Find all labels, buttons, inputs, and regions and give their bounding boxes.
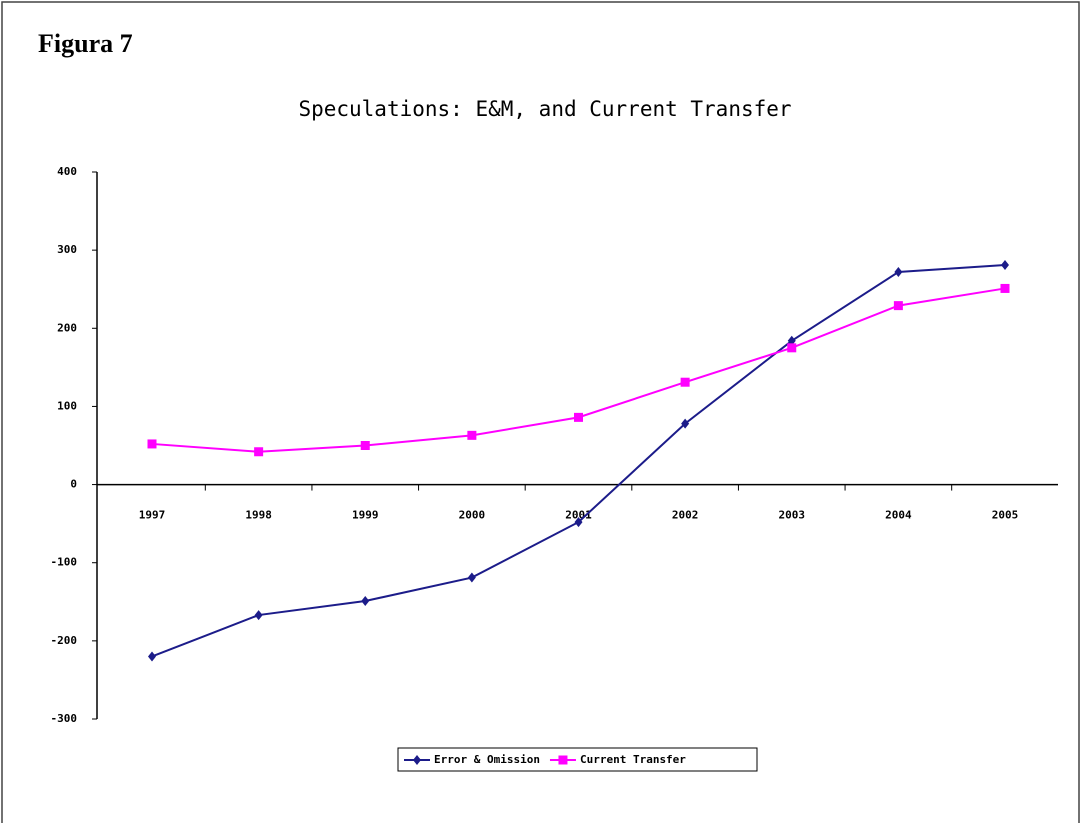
x-tick-label: 1998 (245, 509, 272, 522)
marker (413, 755, 421, 765)
marker (787, 343, 797, 353)
x-tick-label: 2005 (992, 509, 1019, 522)
marker (467, 430, 477, 440)
marker (254, 610, 263, 621)
marker (361, 596, 370, 607)
chart-title: Speculations: E&M, and Current Transfer (298, 97, 791, 121)
legend-box (397, 747, 758, 772)
marker (148, 651, 156, 662)
series-line (151, 263, 1006, 658)
marker (681, 418, 690, 429)
x-tick-label: 2004 (885, 509, 912, 522)
marker (467, 572, 476, 583)
marker (147, 439, 157, 449)
marker (893, 301, 903, 311)
marker (894, 267, 903, 278)
x-tick-label: 2001 (565, 509, 592, 522)
x-tick-label: 1999 (352, 509, 379, 522)
x-tick-label: 2003 (779, 509, 806, 522)
marker (787, 335, 796, 346)
figure-label: Figura 7 (38, 29, 133, 58)
y-tick-label: 0 (70, 478, 77, 491)
y-tick-label: 300 (57, 243, 77, 256)
y-tick-label: -200 (51, 634, 78, 647)
y-tick-label: -300 (51, 712, 78, 725)
series-line (151, 287, 1006, 453)
x-tick-label: 1997 (139, 509, 166, 522)
marker (1001, 259, 1009, 270)
x-tick-label: 2000 (459, 509, 486, 522)
marker (360, 441, 370, 450)
y-tick-label: -100 (51, 556, 78, 569)
marker (254, 447, 264, 457)
legend-label: Error & Omission (434, 753, 540, 766)
legend-label: Current Transfer (580, 753, 686, 766)
y-tick-label: 400 (57, 165, 77, 178)
marker (574, 517, 583, 528)
marker (558, 755, 568, 765)
marker (574, 412, 583, 422)
legend: Error & Omission Current Transfer (397, 747, 758, 772)
x-tick-label: 2002 (672, 509, 699, 522)
marker (1000, 283, 1010, 293)
y-tick-label: 200 (57, 321, 77, 334)
y-tick-label: 100 (57, 399, 77, 412)
marker (680, 377, 690, 387)
